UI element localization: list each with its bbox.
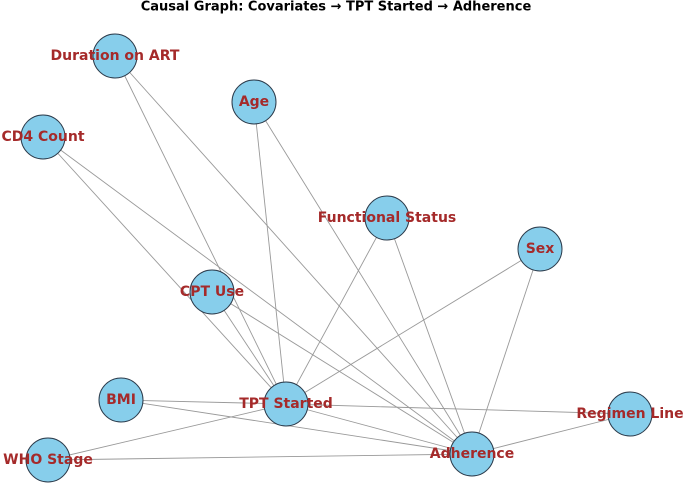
- edge: [42, 136, 287, 405]
- node: [92, 33, 138, 79]
- node-label: CPT Use: [180, 284, 244, 300]
- node: [189, 269, 235, 315]
- node: [607, 391, 653, 437]
- node-label: Adherence: [430, 446, 514, 462]
- edge: [386, 217, 473, 455]
- edge: [42, 136, 473, 455]
- node-label: CD4 Count: [1, 129, 84, 145]
- edge: [120, 399, 473, 455]
- node: [98, 377, 144, 423]
- edge: [120, 399, 287, 405]
- node: [517, 226, 563, 272]
- node-label: WHO Stage: [3, 452, 93, 468]
- nodes: [20, 33, 653, 483]
- edge: [114, 55, 287, 405]
- node-label: Age: [239, 94, 269, 110]
- edge: [285, 248, 541, 405]
- graph-title: Causal Graph: Covariates → TPT Started →…: [141, 0, 532, 15]
- node-label: Sex: [526, 241, 555, 257]
- edge: [285, 403, 473, 455]
- edge: [47, 453, 473, 461]
- node-label: TPT Started: [239, 396, 333, 412]
- node: [263, 381, 309, 427]
- node: [20, 114, 66, 160]
- edge: [253, 101, 473, 455]
- edge: [471, 413, 631, 455]
- edge: [211, 291, 473, 455]
- node: [25, 437, 71, 483]
- edge: [471, 248, 541, 455]
- node: [231, 79, 277, 125]
- node-label: Duration on ART: [51, 48, 180, 64]
- edge: [114, 55, 473, 455]
- edge: [47, 403, 287, 461]
- node: [449, 431, 495, 477]
- edge: [285, 403, 631, 415]
- node-label: Regimen Line: [576, 406, 683, 422]
- labels: Duration on ART Age CD4 Count Functional St…: [1, 48, 683, 468]
- node-label: Functional Status: [318, 210, 457, 226]
- node: [364, 195, 410, 241]
- edge: [285, 217, 388, 405]
- node-label: BMI: [106, 392, 136, 408]
- edge: [253, 101, 287, 405]
